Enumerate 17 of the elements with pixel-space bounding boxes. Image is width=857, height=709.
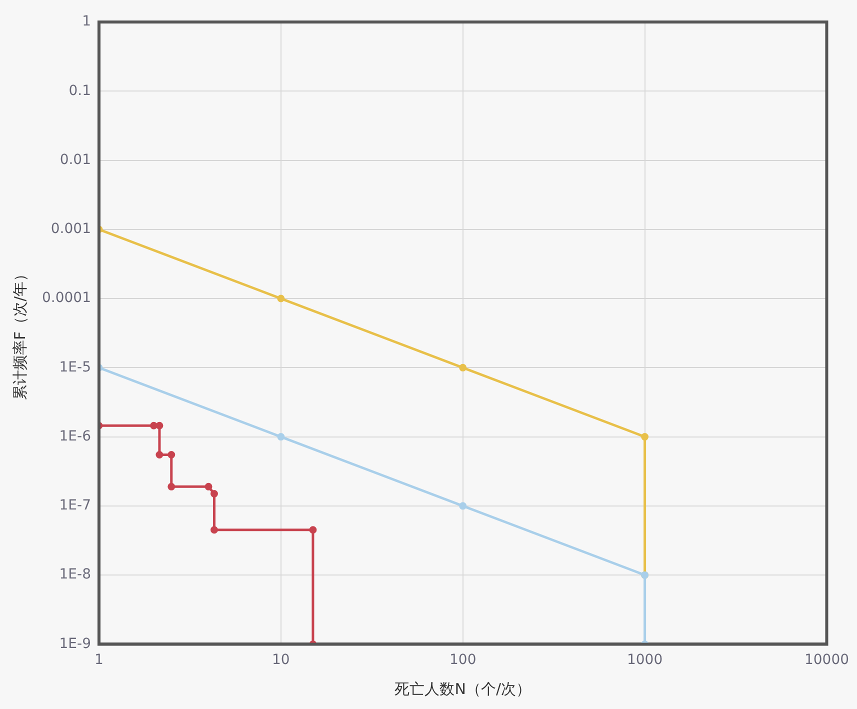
y-tick-label: 0.1: [68, 82, 91, 99]
y-tick-label: 1E-9: [59, 636, 91, 652]
x-tick-label: 100: [449, 652, 476, 668]
x-tick-label: 1000: [626, 652, 663, 668]
y-tick-label: 1E-6: [59, 428, 92, 444]
y-tick-label: 0.001: [50, 221, 91, 238]
y-tick-label: 1E-5: [59, 359, 91, 376]
x-axis-title: 死亡人数N（个/次）: [394, 680, 531, 698]
x-tick-label: 10: [272, 652, 290, 668]
x-tick-label: 1: [94, 652, 104, 668]
y-tick-label: 0.0001: [42, 290, 91, 306]
y-tick-label: 1E-7: [59, 498, 91, 514]
y-tick-label: 0.01: [60, 152, 91, 168]
x-tick-label: 10000: [804, 652, 850, 668]
y-tick-label: 1: [82, 14, 91, 30]
y-axis-title: 累计频率F（次/年）: [10, 266, 29, 400]
y-tick-label: 1E-8: [59, 566, 91, 583]
